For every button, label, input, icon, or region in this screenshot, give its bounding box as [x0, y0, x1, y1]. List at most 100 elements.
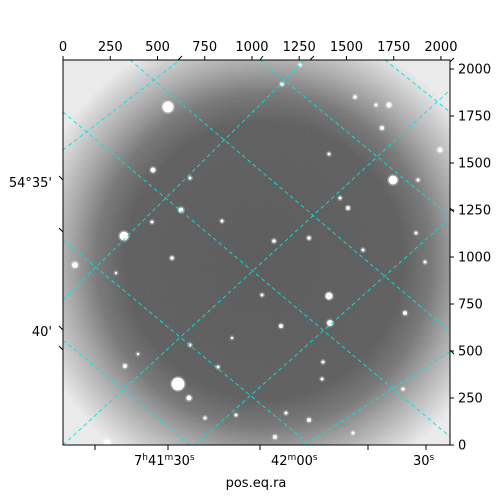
ra-tick-label-1: 42m00s [271, 453, 318, 469]
x-tick-label-8: 2000 [424, 40, 457, 55]
star-25 [273, 435, 277, 439]
ra-tick-labels: 7h41m30s 42m00s 30s [134, 453, 435, 469]
grid-line-10 [304, 351, 450, 445]
star-6 [72, 262, 78, 268]
y-tick-label-3: 750 [458, 298, 483, 313]
dec-tick-label-0: 54°35' [9, 176, 52, 191]
star-40 [423, 260, 427, 264]
star-13 [353, 95, 357, 99]
world-coordinate-ticks [58, 55, 455, 450]
star-5 [327, 320, 333, 326]
grid-line-4 [63, 239, 311, 445]
y-tick-label-8: 2000 [458, 63, 491, 78]
world-tick-13 [259, 55, 264, 61]
y-tick-label-6: 1500 [458, 157, 491, 172]
star-33 [150, 220, 154, 224]
star-39 [414, 231, 418, 235]
star-8 [150, 167, 156, 173]
star-17 [346, 206, 350, 210]
x-tick-label-4: 1000 [235, 40, 268, 55]
star-35 [374, 103, 378, 107]
y-tick-label-1: 250 [458, 392, 483, 407]
star-30 [321, 360, 325, 364]
star-2 [171, 377, 185, 391]
grid-line-8 [63, 89, 450, 445]
grid-line-6 [63, 60, 181, 151]
grid-line-2 [384, 60, 450, 113]
star-3 [388, 175, 398, 185]
grid-line-0 [129, 60, 450, 333]
x-tick-label-7: 1750 [377, 40, 410, 55]
star-38 [338, 196, 342, 200]
star-34 [103, 439, 111, 445]
star-41 [234, 413, 238, 417]
world-tick-11 [449, 349, 455, 355]
world-tick-9 [449, 57, 455, 63]
x-tick-label-0: 0 [59, 40, 67, 55]
star-18 [307, 236, 311, 240]
world-tick-5 [58, 175, 64, 181]
world-tick-7 [58, 325, 64, 331]
pixel-x-axis-top: 0 250 500 750 1000 1250 1500 1750 2000 [59, 40, 457, 60]
world-tick-12 [177, 55, 183, 61]
x-tick-label-3: 750 [192, 40, 217, 55]
grid-line-9 [194, 217, 450, 445]
star-9 [186, 395, 192, 401]
star-48 [230, 336, 234, 340]
star-27 [216, 365, 220, 369]
star-46 [114, 271, 118, 275]
y-tick-label-0: 0 [458, 439, 466, 454]
world-tick-14 [309, 55, 315, 61]
x-tick-label-5: 1250 [283, 40, 316, 55]
star-20 [170, 256, 174, 260]
star-29 [403, 311, 407, 315]
star-19 [272, 239, 276, 243]
star-44 [361, 248, 365, 252]
star-12 [280, 82, 284, 86]
star-10 [123, 364, 127, 368]
star-16 [437, 147, 443, 153]
star-31 [401, 387, 405, 391]
star-field [70, 62, 444, 445]
world-tick-6 [58, 227, 64, 233]
star-7 [178, 207, 184, 213]
world-tick-10 [449, 207, 455, 213]
y-tick-label-5: 1250 [458, 204, 491, 219]
grid-line-7 [63, 60, 306, 301]
star-22 [220, 219, 224, 223]
ra-tick-label-2: 30s [413, 453, 435, 469]
star-11 [279, 324, 283, 328]
x-tick-label-6: 1500 [330, 40, 363, 55]
coordinate-grid [63, 60, 450, 445]
star-47 [136, 352, 140, 356]
world-tick-8 [58, 345, 64, 351]
star-42 [203, 416, 207, 420]
star-23 [260, 293, 264, 297]
x-tick-label-1: 250 [98, 40, 123, 55]
star-15 [380, 126, 384, 130]
star-0 [162, 101, 174, 113]
star-32 [351, 431, 355, 435]
star-37 [327, 152, 331, 156]
star-43 [284, 411, 288, 415]
star-28 [416, 178, 420, 182]
sky-image [63, 60, 450, 445]
star-26 [320, 377, 324, 381]
grid-line-1 [259, 60, 450, 218]
x-axis-label: pos.eq.ra [226, 476, 287, 491]
star-21 [188, 176, 192, 180]
star-14 [386, 102, 392, 108]
star-1 [119, 231, 129, 241]
y-tick-label-7: 1750 [458, 110, 491, 125]
y-tick-label-4: 1000 [458, 251, 491, 266]
grid-line-3 [63, 111, 450, 438]
x-tick-label-2: 500 [145, 40, 170, 55]
y-tick-label-2: 500 [458, 345, 483, 360]
dec-tick-label-1: 40' [32, 325, 52, 340]
pixel-y-axis-right: 0 250 500 750 1000 1250 1500 1750 2000 [450, 63, 491, 454]
star-24 [307, 418, 311, 422]
star-4 [325, 292, 333, 300]
plot-frame [62, 59, 451, 446]
ra-tick-label-0: 7h41m30s [134, 453, 195, 469]
